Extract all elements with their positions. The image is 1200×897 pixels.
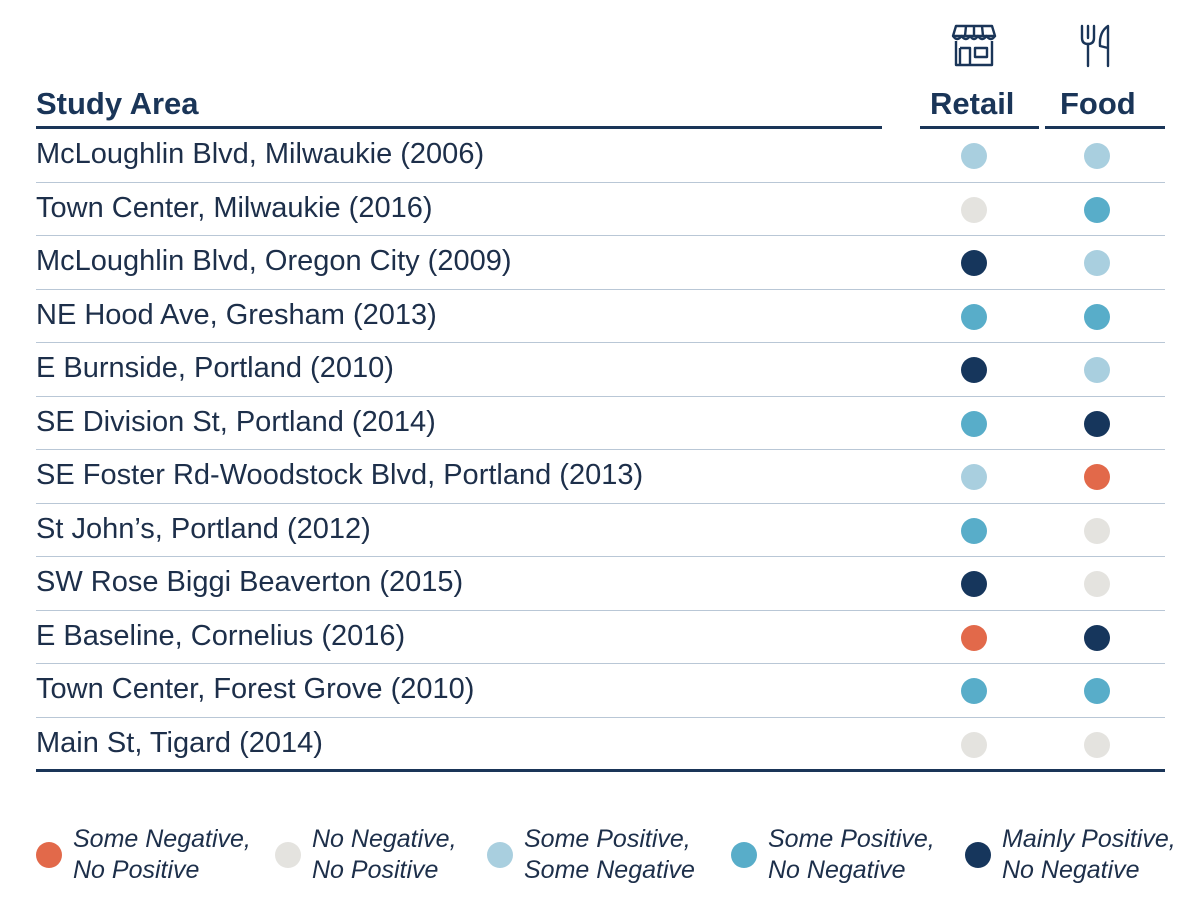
food-rating-dot [1084,410,1110,437]
study-area-name: McLoughlin Blvd, Oregon City (2009) [36,245,512,277]
retail-rating-dot [961,517,987,544]
legend-dot [965,842,991,868]
table-row: McLoughlin Blvd, Milwaukie (2006) [36,129,1165,183]
retail-rating-dot [961,571,987,597]
legend-label-line1: Some Positive, [524,825,691,853]
table-row: E Burnside, Portland (2010) [36,343,1165,397]
header-rule-food [1045,126,1165,129]
food-rating-dot [1084,464,1110,490]
table-bottom-rule [36,769,1165,772]
table-row: McLoughlin Blvd, Oregon City (2009) [36,236,1165,290]
retail-rating-dot [961,196,987,223]
table-header: Study Area Retail Food [36,80,1165,128]
table-row: Town Center, Forest Grove (2010) [36,664,1165,718]
retail-rating-dot [961,143,987,169]
header-rule-study-area [36,126,882,129]
store-icon [950,22,998,68]
legend-dot [36,842,62,868]
retail-rating-dot [961,624,987,651]
food-rating-dot [1084,571,1110,597]
retail-rating-dot [961,410,987,437]
table-row: E Baseline, Cornelius (2016) [36,611,1165,664]
legend-label: No Negative, No Positive [312,824,457,886]
fork-knife-icon [1074,22,1122,68]
legend-label-line2: No Negative [768,856,906,884]
legend-label-line2: Some Negative [524,856,695,884]
food-rating-dot [1084,731,1110,758]
study-area-name: McLoughlin Blvd, Milwaukie (2006) [36,138,485,170]
table-row: St John’s, Portland (2012) [36,504,1165,557]
legend-label-line1: No Negative, [312,825,457,853]
study-area-name: St John’s, Portland (2012) [36,512,371,545]
retail-header: Retail [930,86,1015,121]
food-rating-dot [1084,303,1110,330]
study-area-name: Town Center, Milwaukie (2016) [36,191,433,224]
study-area-name: E Burnside, Portland (2010) [36,352,394,384]
legend-label-line1: Some Negative, [73,825,251,853]
legend-dot [275,842,301,868]
legend-label-line2: No Positive [312,856,439,884]
food-rating-dot [1084,624,1110,651]
study-area-name: Main St, Tigard (2014) [36,726,323,759]
food-rating-dot [1084,678,1110,704]
retail-rating-dot [961,731,987,758]
food-rating-dot [1084,250,1110,276]
table-row: Town Center, Milwaukie (2016) [36,183,1165,236]
legend-dot [487,842,513,868]
table-row: SE Division St, Portland (2014) [36,397,1165,450]
table-row: NE Hood Ave, Gresham (2013) [36,290,1165,343]
food-rating-dot [1084,517,1110,544]
retail-rating-dot [961,357,987,383]
study-area-name: E Baseline, Cornelius (2016) [36,619,406,652]
food-header: Food [1060,86,1136,121]
retail-rating-dot [961,678,987,704]
retail-rating-dot [961,303,987,330]
food-rating-dot [1084,196,1110,223]
legend-label-line1: Mainly Positive, [1002,825,1176,853]
legend-label-line2: No Positive [73,856,200,884]
study-area-name: NE Hood Ave, Gresham (2013) [36,298,437,331]
legend-label-line1: Some Positive, [768,825,935,853]
legend-label: Some Negative, No Positive [73,824,251,886]
study-area-name: SE Division St, Portland (2014) [36,405,436,438]
table-body: McLoughlin Blvd, Milwaukie (2006) Town Ce… [36,129,1165,770]
header-rule-retail [920,126,1039,129]
study-area-header: Study Area [36,86,199,121]
column-icons [36,22,1165,72]
study-area-name: SW Rose Biggi Beaverton (2015) [36,566,464,598]
table-row: Main St, Tigard (2014) [36,718,1165,771]
legend-dot [731,842,757,868]
retail-rating-dot [961,464,987,490]
legend: Some Negative, No Positive No Negative, No … [0,822,1200,892]
food-rating-dot [1084,143,1110,169]
study-area-name: Town Center, Forest Grove (2010) [36,673,475,705]
legend-label: Some Positive, Some Negative [524,824,695,886]
table-row: SE Foster Rd-Woodstock Blvd, Portland (2… [36,450,1165,504]
table-row: SW Rose Biggi Beaverton (2015) [36,557,1165,611]
retail-rating-dot [961,250,987,276]
food-rating-dot [1084,357,1110,383]
legend-label-line2: No Negative [1002,856,1140,884]
study-area-name: SE Foster Rd-Woodstock Blvd, Portland (2… [36,459,644,491]
legend-label: Mainly Positive, No Negative [1002,824,1176,886]
legend-label: Some Positive, No Negative [768,824,935,886]
